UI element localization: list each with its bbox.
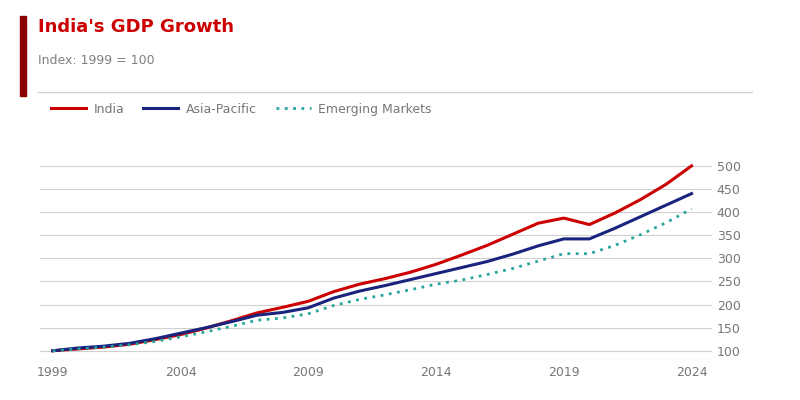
Text: Index: 1999 = 100: Index: 1999 = 100 [38, 54, 155, 67]
Text: India's GDP Growth: India's GDP Growth [38, 18, 234, 36]
Legend: India, Asia-Pacific, Emerging Markets: India, Asia-Pacific, Emerging Markets [46, 98, 437, 121]
